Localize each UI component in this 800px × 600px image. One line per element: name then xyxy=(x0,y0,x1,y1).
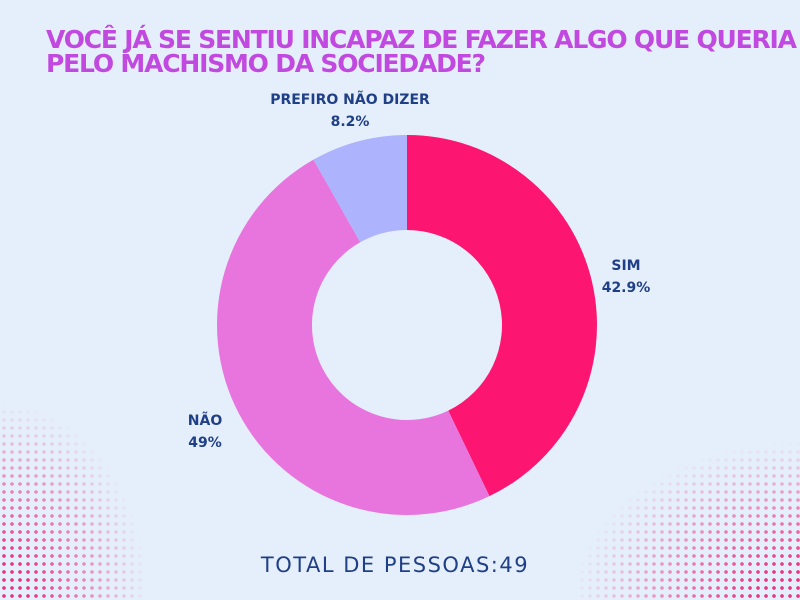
category-label-sim: SIM xyxy=(611,258,640,274)
slice-sim xyxy=(407,135,597,497)
slice-n-o xyxy=(216,159,490,516)
slice-prefiro-n-o-dizer xyxy=(313,135,407,243)
value-label-prefiro-n-o-dizer: 8.2% xyxy=(331,114,370,130)
decorative-dots-right xyxy=(570,440,800,600)
chart-title-line-1: VOCÊ JÁ SE SENTIU INCAPAZ DE FAZER ALGO … xyxy=(46,25,797,54)
chart-title: VOCÊ JÁ SE SENTIU INCAPAZ DE FAZER ALGO … xyxy=(46,25,797,78)
category-label-n-o: NÃO xyxy=(188,412,223,429)
total-people-label: TOTAL DE PESSOAS:49 xyxy=(260,553,530,577)
category-label-prefiro-n-o-dizer: PREFIRO NÃO DIZER xyxy=(270,91,430,108)
value-label-n-o: 49% xyxy=(188,435,222,451)
value-label-sim: 42.9% xyxy=(602,280,651,296)
decorative-dots-left xyxy=(0,400,150,600)
chart-title-line-2: PELO MACHISMO DA SOCIEDADE? xyxy=(46,49,486,78)
